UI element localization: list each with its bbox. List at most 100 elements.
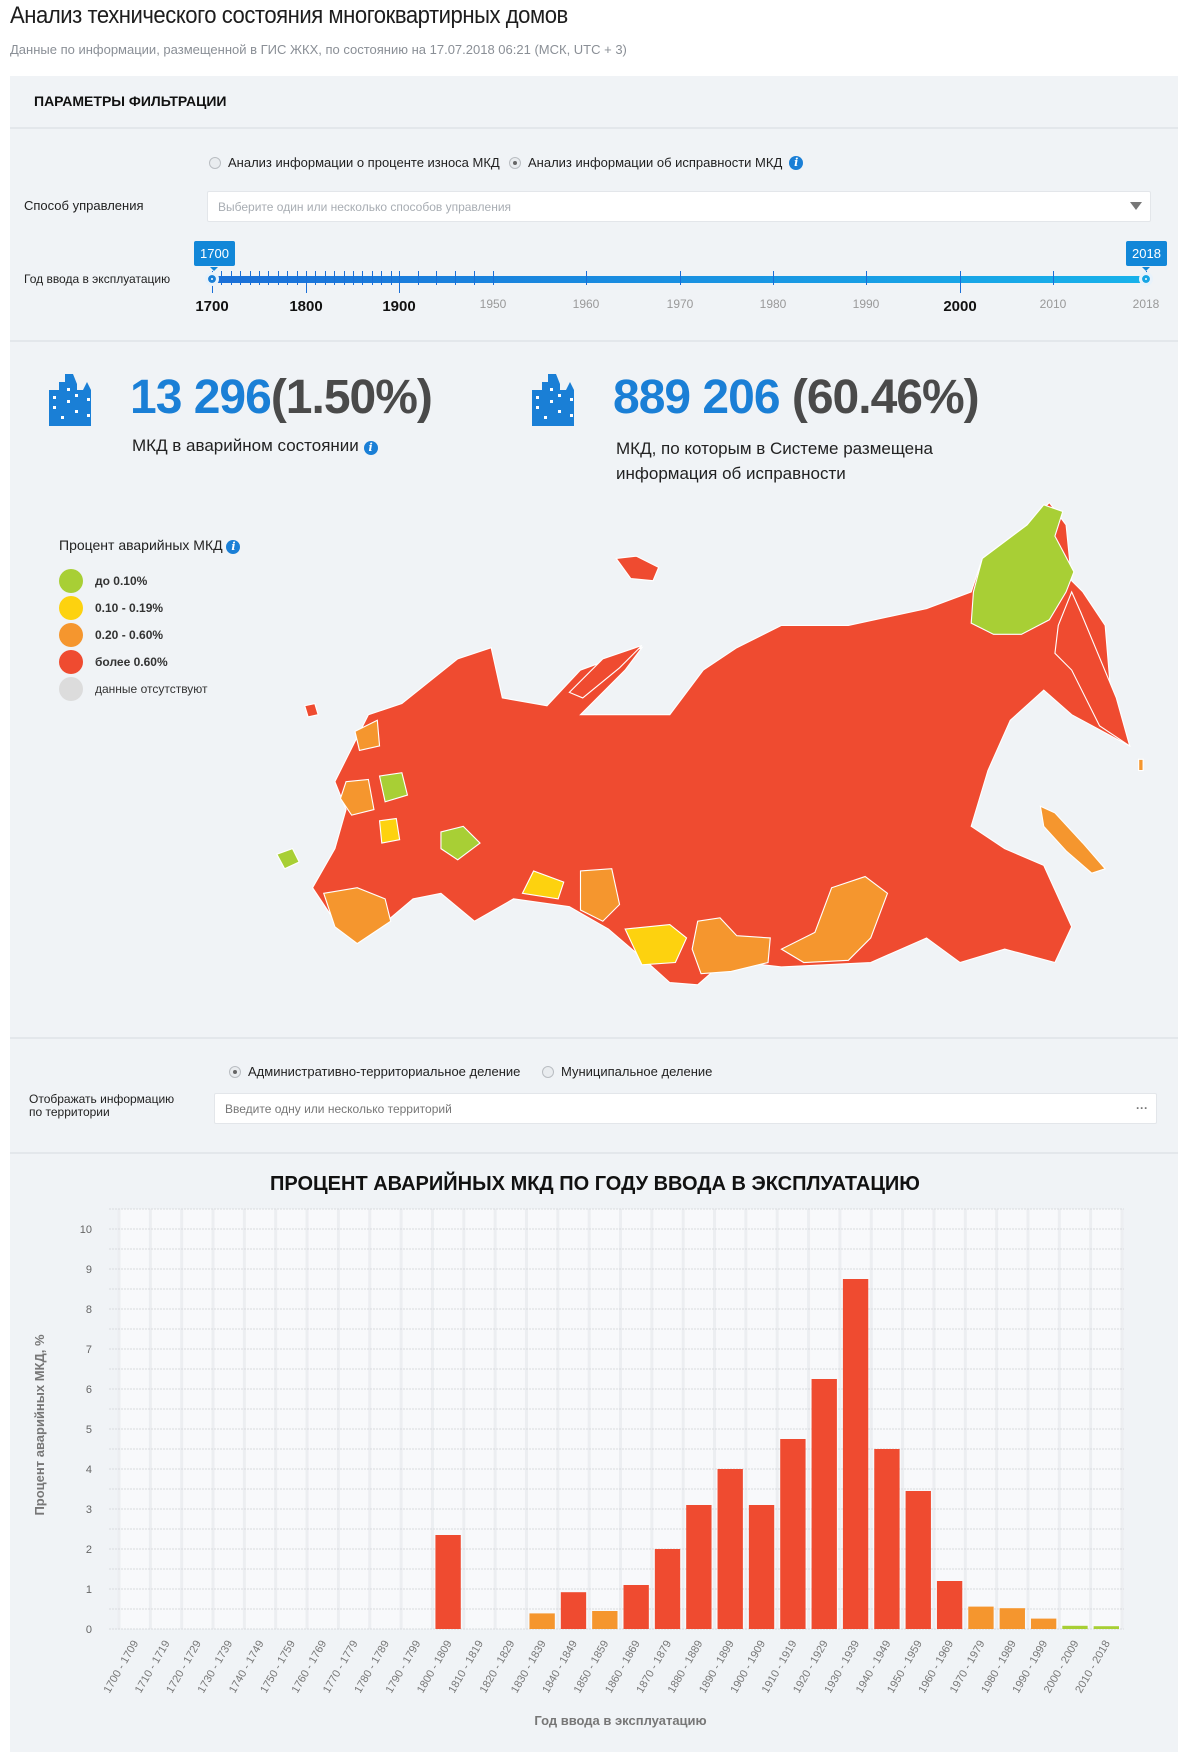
- legend-label: данные отсутствуют: [95, 681, 208, 696]
- slider-minor-tick: [221, 271, 222, 285]
- slider-minor-tick: [436, 271, 437, 285]
- bar: [936, 1581, 963, 1629]
- map-region-kaliningrad[interactable]: [304, 702, 319, 718]
- management-placeholder: Выберите один или несколько способов упр…: [218, 199, 512, 214]
- slider-tick-label: 1950: [479, 297, 507, 311]
- territory-input[interactable]: Введите одну или несколько территорий ···: [214, 1093, 1157, 1124]
- info-value: 889 206: [613, 371, 781, 424]
- map-region-yellow-center[interactable]: [378, 817, 401, 844]
- map-region-franz-josef[interactable]: [615, 555, 660, 582]
- legend-item: 0.20 - 0.60%: [59, 621, 208, 648]
- divider: [10, 340, 1178, 342]
- map-region-chukotka[interactable]: [970, 504, 1075, 635]
- slider-handle-from[interactable]: [205, 272, 219, 286]
- radio-admin-division[interactable]: Административно-территориальное деление: [229, 1064, 520, 1079]
- slider-major-tick: [586, 271, 587, 285]
- y-tick-label: 6: [86, 1384, 92, 1396]
- slider-minor-tick: [250, 271, 251, 285]
- slider-major-tick: [680, 271, 681, 285]
- map-region-orange-caucasus[interactable]: [322, 887, 392, 945]
- legend-swatch: [59, 622, 83, 647]
- year-from-bubble: 1700: [194, 241, 235, 271]
- y-tick-label: 4: [86, 1464, 92, 1476]
- legend-swatch: [59, 676, 83, 701]
- slider-minor-tick: [287, 271, 288, 285]
- info-count: 889 206 (60.46%): [613, 370, 980, 425]
- map-region-crimea[interactable]: [276, 847, 300, 870]
- radio-municipal-division[interactable]: Муниципальное деление: [542, 1064, 712, 1079]
- slider-major-tick: [773, 271, 774, 285]
- legend-item: до 0.10%: [59, 567, 208, 594]
- slider-major-tick: [866, 271, 867, 285]
- y-tick-label: 0: [86, 1624, 92, 1636]
- slider-tick-label: 2010: [1039, 297, 1067, 311]
- slider-minor-tick: [315, 271, 316, 285]
- map-region-kuriles[interactable]: [1138, 758, 1144, 772]
- map-region-orange-south[interactable]: [691, 917, 771, 975]
- x-axis-title: Год ввода в эксплуатацию: [534, 1713, 706, 1728]
- bar: [1062, 1625, 1088, 1629]
- info-label: МКД, по которым в Системе размещена инфор…: [616, 436, 933, 486]
- slider-major-tick: [306, 271, 307, 293]
- page-subtitle: Данные по информации, размещенной в ГИС …: [10, 42, 627, 57]
- year-slider-track[interactable]: [212, 276, 1146, 283]
- radio-label: Муниципальное деление: [561, 1064, 713, 1079]
- bar: [905, 1491, 931, 1629]
- map-region-green-center[interactable]: [440, 825, 481, 861]
- slider-minor-tick: [240, 271, 241, 285]
- map-region-kamchatka[interactable]: [1054, 590, 1131, 748]
- map-region-orange-nw[interactable]: [354, 719, 381, 752]
- y-tick-label: 5: [86, 1424, 92, 1436]
- slider-minor-tick: [381, 271, 382, 285]
- info-icon[interactable]: i: [789, 155, 804, 170]
- slider-tick-label: 1970: [666, 297, 694, 311]
- slider-major-tick: [1053, 271, 1054, 285]
- info-icon[interactable]: i: [363, 441, 378, 455]
- map-region-main[interactable]: [311, 501, 1131, 986]
- year-to-bubble: 2018: [1126, 241, 1167, 271]
- radio-icon: [229, 1065, 241, 1078]
- bar: [435, 1535, 461, 1629]
- map-region-orange-altai[interactable]: [579, 868, 621, 922]
- y-tick-label: 7: [86, 1344, 92, 1356]
- more-icon[interactable]: ···: [1136, 1101, 1148, 1115]
- map-region-yellow-orenburg[interactable]: [521, 870, 565, 900]
- radio-serviceability-analysis[interactable]: Анализ информации об исправности МКД i: [509, 155, 804, 170]
- radio-wear-analysis[interactable]: Анализ информации о проценте износа МКД: [209, 155, 500, 170]
- legend-swatch: [59, 595, 83, 620]
- management-select[interactable]: Выберите один или несколько способов упр…: [207, 191, 1151, 222]
- y-tick-label: 1: [86, 1584, 92, 1596]
- y-axis-title: Процент аварийных МКД, %: [32, 1334, 47, 1516]
- map-region-sakhalin[interactable]: [1039, 805, 1107, 874]
- buildings-icon: [532, 374, 574, 426]
- radio-icon: [542, 1065, 554, 1078]
- slider-tick-label: 2000: [943, 298, 977, 315]
- legend-title-text: Процент аварийных МКД: [59, 537, 223, 553]
- chart-title: ПРОЦЕНТ АВАРИЙНЫХ МКД ПО ГОДУ ВВОДА В ЭК…: [270, 1173, 920, 1195]
- info-label-line2: информация об исправности: [616, 464, 846, 483]
- slider-minor-tick: [278, 271, 279, 285]
- buildings-icon: [49, 374, 91, 426]
- emergency-value: 13 296: [130, 371, 272, 424]
- slider-major-tick: [960, 271, 961, 293]
- filters-title: ПАРАМЕТРЫ ФИЛЬТРАЦИИ: [34, 93, 227, 109]
- map-region-orange-east[interactable]: [780, 875, 889, 964]
- divider: [10, 1037, 1178, 1039]
- slider-tick-label: 1900: [382, 298, 416, 315]
- bar: [780, 1439, 806, 1629]
- map-region-green-moscow[interactable]: [378, 772, 409, 803]
- slider-tick-label: 1980: [759, 297, 787, 311]
- slider-minor-tick: [418, 271, 419, 285]
- slider-handle-to[interactable]: [1139, 272, 1153, 286]
- divider: [10, 127, 1178, 129]
- territory-label-line1: Отображать информацию: [29, 1092, 175, 1106]
- info-label-line1: МКД, по которым в Системе размещена: [616, 439, 933, 458]
- map-region-novaya-zemlya[interactable]: [568, 644, 643, 699]
- legend-label: до 0.10%: [95, 573, 148, 588]
- slider-minor-tick: [268, 271, 269, 285]
- info-icon[interactable]: i: [226, 540, 241, 554]
- bar: [811, 1379, 837, 1629]
- map-region-yellow-south[interactable]: [624, 923, 688, 966]
- map-region-orange-west[interactable]: [339, 778, 375, 816]
